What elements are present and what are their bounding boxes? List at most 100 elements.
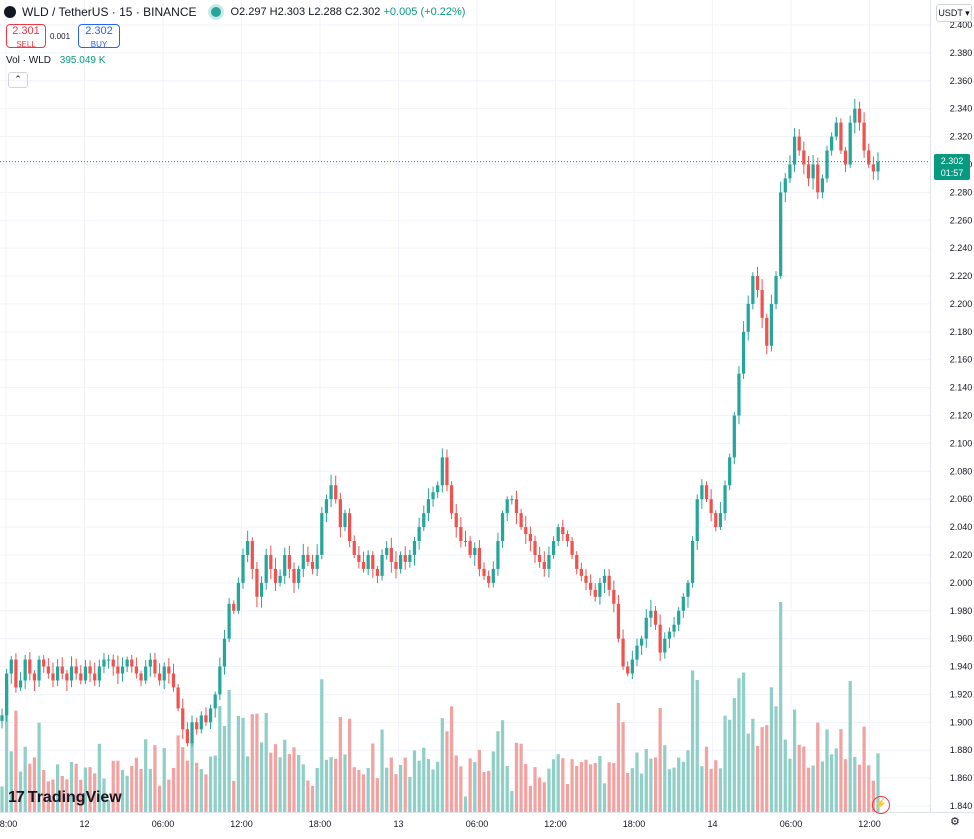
- currency-selector[interactable]: USDT ▾: [936, 4, 972, 22]
- candle-body: [473, 547, 477, 555]
- candle-body: [848, 122, 852, 165]
- volume-bar: [250, 714, 254, 812]
- volume-bar: [264, 712, 268, 812]
- volume-bar: [42, 769, 46, 812]
- candle-body: [51, 673, 55, 681]
- candle-body: [398, 554, 403, 569]
- y-tick-label: 1.880: [950, 745, 973, 755]
- candle-body: [310, 561, 315, 569]
- candle-body: [834, 122, 838, 137]
- candle-body: [199, 715, 203, 730]
- collapse-legend-button[interactable]: ⌃: [8, 72, 28, 88]
- volume-bar: [130, 765, 134, 812]
- volume-bar: [218, 706, 222, 812]
- sell-price: 2.301: [12, 25, 40, 37]
- candle-body: [510, 499, 514, 501]
- candle-body: [264, 554, 268, 583]
- volume-bar: [9, 751, 13, 812]
- candle-body: [760, 289, 764, 318]
- candle-body: [116, 666, 120, 674]
- candle-body: [695, 499, 699, 542]
- volume-bar: [463, 796, 468, 812]
- sell-button[interactable]: 2.301 SELL: [6, 24, 46, 49]
- candle-body: [222, 638, 227, 667]
- volume-bar: [329, 757, 333, 812]
- volume-bar: [162, 748, 166, 812]
- candle-body: [111, 659, 115, 667]
- change-value: +0.005 (+0.22%): [383, 6, 466, 18]
- volume-bar: [519, 743, 523, 812]
- volume-bar: [417, 760, 421, 812]
- candle-body: [681, 596, 685, 611]
- candle-body: [584, 575, 588, 583]
- time-axis[interactable]: 18:00 12 06:00 12:00 18:00 13 06:00 12:00 18:00 1…: [0, 812, 974, 834]
- symbol-header[interactable]: WLD / TetherUS · 15 · BINANCE O2.297 H2.…: [0, 0, 930, 24]
- candle-body: [853, 108, 857, 123]
- spread-value: 0.001: [50, 32, 71, 41]
- volume-bar: [371, 743, 375, 812]
- candle-body: [42, 659, 46, 667]
- x-tick-label: 18:00: [623, 819, 646, 829]
- volume-bar: [28, 763, 32, 812]
- candle-body: [519, 513, 523, 528]
- candle-body: [97, 666, 101, 681]
- ohlc-values: O2.297 H2.303 L2.288 C2.302 +0.005 (+0.2…: [231, 6, 470, 18]
- gear-icon[interactable]: ⚙: [950, 816, 960, 828]
- candle-body: [417, 527, 421, 542]
- candle-body: [5, 673, 9, 716]
- volume-bar: [385, 767, 389, 812]
- candle-body: [320, 513, 324, 555]
- volume-bar: [482, 772, 486, 812]
- volume-bar: [454, 755, 458, 812]
- volume-bar: [18, 771, 23, 812]
- y-tick-label: 2.040: [950, 522, 973, 532]
- volume-bar: [139, 768, 143, 812]
- candle-body: [607, 575, 611, 590]
- candle-body: [663, 638, 667, 653]
- candle-body: [23, 659, 27, 681]
- candle-body: [630, 659, 634, 674]
- candle-body: [269, 554, 273, 569]
- candle-body: [500, 513, 505, 542]
- lightning-icon[interactable]: ⚡: [872, 796, 890, 814]
- x-tick-label: 06:00: [152, 819, 175, 829]
- candle-body: [811, 164, 815, 179]
- volume-bar: [185, 760, 190, 812]
- volume-bar: [431, 769, 435, 812]
- x-tick-label: 12:00: [230, 819, 253, 829]
- volume-bar: [612, 762, 616, 812]
- y-tick-label: 1.840: [950, 801, 973, 811]
- candle-body: [700, 485, 704, 500]
- symbol-title[interactable]: WLD / TetherUS · 15 · BINANCE: [22, 5, 197, 19]
- open-value: O2.297: [230, 6, 267, 18]
- candle-body: [83, 666, 88, 681]
- candle-body: [445, 457, 449, 486]
- volume-bar: [741, 672, 746, 812]
- buy-button[interactable]: 2.302 BUY: [78, 24, 120, 49]
- candle-body: [690, 541, 695, 583]
- candle-body: [830, 136, 834, 151]
- candle-body: [394, 561, 398, 569]
- x-tick-label: 18:00: [309, 819, 332, 829]
- volume-legend[interactable]: Vol · WLD 395.049 K: [6, 55, 105, 66]
- x-tick-label: 12: [79, 819, 89, 829]
- volume-bar: [222, 725, 227, 812]
- tradingview-logo[interactable]: 17 TradingView: [8, 789, 122, 807]
- volume-bar: [157, 785, 162, 812]
- volume-bar: [412, 750, 417, 812]
- volume-bar: [287, 753, 291, 812]
- volume-bar: [746, 733, 750, 812]
- volume-bar: [375, 778, 380, 812]
- candle-body: [876, 161, 880, 172]
- volume-bar: [315, 767, 319, 812]
- volume-bar: [667, 769, 672, 812]
- last-price-tag: 2.302 01:57: [934, 154, 970, 180]
- y-tick-label: 2.020: [950, 550, 973, 560]
- volume-bar: [570, 759, 574, 812]
- price-axis[interactable]: 2.4002.3802.3602.3402.3202.3002.2802.260…: [930, 0, 974, 812]
- candle-body: [65, 673, 69, 681]
- candle-body: [616, 603, 621, 639]
- grid: [0, 0, 930, 812]
